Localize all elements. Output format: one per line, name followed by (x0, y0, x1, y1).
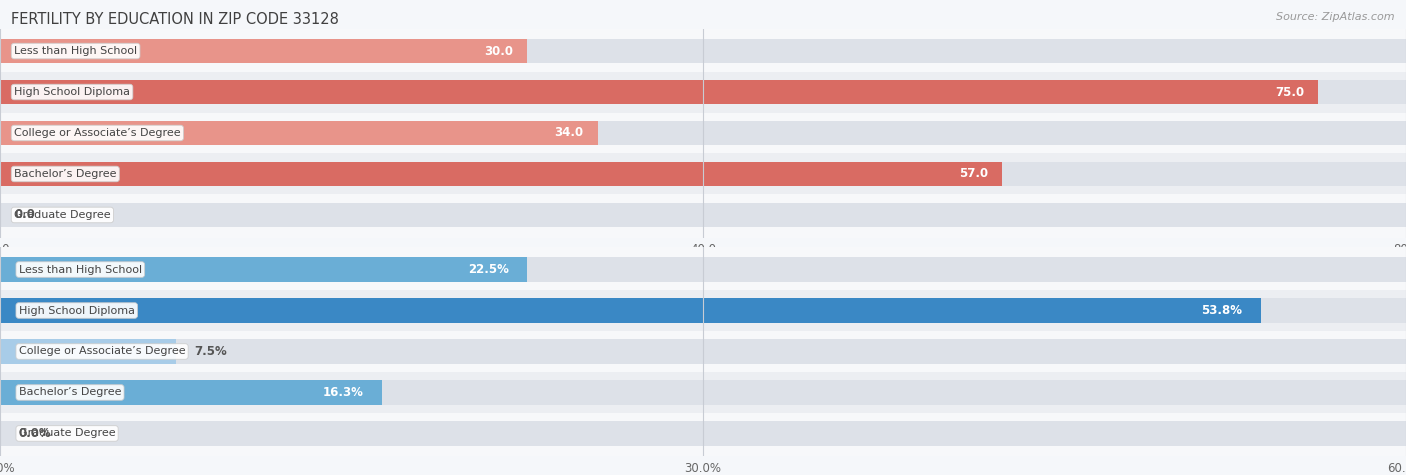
Text: College or Associate’s Degree: College or Associate’s Degree (14, 128, 181, 138)
Text: Graduate Degree: Graduate Degree (14, 210, 111, 220)
Text: 7.5%: 7.5% (194, 345, 228, 358)
Bar (0, 413, 1406, 454)
Text: High School Diploma: High School Diploma (18, 305, 135, 315)
Text: 75.0: 75.0 (1275, 86, 1305, 98)
Text: 16.3%: 16.3% (322, 386, 363, 399)
Bar (0, 80, 1406, 104)
Bar (0, 203, 1406, 227)
Text: Source: ZipAtlas.com: Source: ZipAtlas.com (1277, 12, 1395, 22)
Text: 22.5%: 22.5% (468, 263, 509, 276)
Bar (0, 257, 527, 282)
Text: Graduate Degree: Graduate Degree (18, 428, 115, 438)
Bar (0, 380, 1406, 405)
Text: 0.0%: 0.0% (18, 427, 52, 440)
Bar (0, 249, 1406, 290)
Text: Less than High School: Less than High School (14, 46, 138, 56)
Text: 0.0: 0.0 (14, 209, 35, 221)
Bar (0, 257, 1406, 282)
Bar (0, 72, 1406, 113)
Bar (0, 339, 1406, 364)
Bar (0, 372, 1406, 413)
Bar (0, 113, 1406, 153)
Bar (0, 39, 1406, 63)
Bar (0, 121, 598, 145)
Bar (0, 162, 1406, 186)
Bar (0, 298, 1406, 323)
Text: Bachelor’s Degree: Bachelor’s Degree (14, 169, 117, 179)
Bar (0, 194, 1406, 236)
Bar (0, 162, 1001, 186)
Text: 30.0: 30.0 (484, 45, 513, 57)
Text: 34.0: 34.0 (554, 126, 583, 140)
Text: FERTILITY BY EDUCATION IN ZIP CODE 33128: FERTILITY BY EDUCATION IN ZIP CODE 33128 (11, 12, 339, 27)
Bar (0, 380, 382, 405)
Text: 53.8%: 53.8% (1201, 304, 1241, 317)
Bar (0, 153, 1406, 194)
Bar (0, 30, 1406, 72)
Bar (0, 298, 1261, 323)
Bar (0, 421, 1406, 446)
Bar (0, 331, 1406, 372)
Bar (0, 121, 1406, 145)
Bar (0, 339, 176, 364)
Text: 57.0: 57.0 (959, 168, 987, 180)
Bar (0, 290, 1406, 331)
Bar (0, 39, 527, 63)
Text: Less than High School: Less than High School (18, 265, 142, 275)
Bar (0, 80, 1319, 104)
Text: Bachelor’s Degree: Bachelor’s Degree (18, 388, 121, 398)
Text: College or Associate’s Degree: College or Associate’s Degree (18, 346, 186, 357)
Text: High School Diploma: High School Diploma (14, 87, 131, 97)
